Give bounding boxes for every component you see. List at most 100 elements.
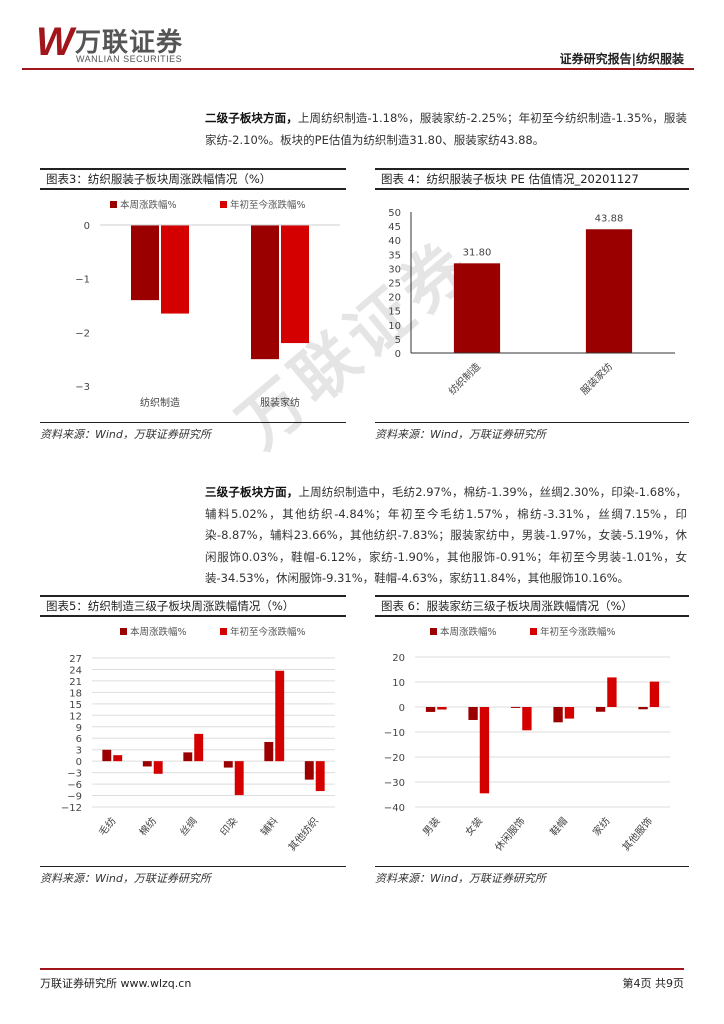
paragraph-tertiary-sectors: 三级子板块方面，上周纺织制造中，毛纺2.97%，棉纺-1.39%，丝绸2.30%… bbox=[205, 482, 687, 590]
bar-年初至今涨跌幅% bbox=[437, 707, 447, 710]
y-tick-label: 27 bbox=[69, 654, 82, 665]
bar-本周涨跌幅% bbox=[251, 225, 279, 360]
bar-value bbox=[453, 263, 501, 353]
x-tick-label: 休闲服饰 bbox=[492, 815, 528, 854]
legend-swatch bbox=[220, 628, 227, 635]
y-tick-label: −2 bbox=[75, 328, 90, 339]
bar-年初至今涨跌幅% bbox=[161, 225, 189, 314]
bar-年初至今涨跌幅% bbox=[153, 761, 163, 774]
chart4-title: 图表 4：纺织服装子板块 PE 估值情况_20201127 bbox=[375, 168, 689, 190]
footer-divider bbox=[40, 968, 684, 970]
legend-swatch bbox=[110, 201, 117, 208]
x-tick-label: 丝绸 bbox=[177, 815, 200, 839]
logo-mark: W bbox=[36, 20, 74, 64]
y-tick-label: 0 bbox=[395, 349, 401, 360]
y-tick-label: 9 bbox=[76, 723, 82, 734]
y-tick-label: −9 bbox=[67, 792, 82, 803]
y-tick-label: 40 bbox=[388, 236, 401, 247]
bar-本周涨跌幅% bbox=[264, 741, 274, 762]
bar-本周涨跌幅% bbox=[468, 707, 478, 720]
bar-本周涨跌幅% bbox=[183, 752, 193, 762]
header-divider bbox=[22, 68, 694, 70]
legend-swatch bbox=[430, 628, 437, 635]
divider bbox=[40, 422, 346, 423]
bar-本周涨跌幅% bbox=[553, 707, 563, 723]
bar-本周涨跌幅% bbox=[102, 749, 112, 762]
paragraph-lead: 三级子板块方面， bbox=[205, 485, 299, 499]
legend-label: 年初至今涨跌幅% bbox=[230, 626, 306, 638]
chart3-box: 图表3：纺织服装子板块周涨跌幅情况（%） 0 −1 −2 −3 纺织制造 服装家纺 本周涨跌… bbox=[40, 168, 346, 442]
chart4-source: 资料来源：Wind，万联证券研究所 bbox=[375, 428, 546, 441]
y-tick-label: 3 bbox=[76, 746, 82, 757]
paragraph-secondary-sectors: 二级子板块方面，上周纺织制造-1.18%，服装家纺-2.25%；年初至今纺织制造… bbox=[205, 108, 687, 151]
y-tick-label: −30 bbox=[384, 778, 405, 789]
chart5-box: 图表5：纺织制造三级子板块周涨跌幅情况（%） 27 24 21 18 15 12 9 6 3 0−… bbox=[40, 595, 346, 886]
bar-年初至今涨跌幅% bbox=[649, 681, 660, 707]
y-tick-label: 50 bbox=[388, 208, 401, 219]
y-tick-label: 5 bbox=[395, 335, 401, 346]
y-tick-label: 18 bbox=[69, 688, 82, 699]
x-tick-label: 家纺 bbox=[590, 815, 613, 839]
y-tick-label: −1 bbox=[75, 275, 90, 286]
y-tick-label: 10 bbox=[388, 321, 401, 332]
paragraph-lead: 二级子板块方面， bbox=[205, 111, 298, 125]
legend-label: 本周涨跌幅% bbox=[440, 626, 497, 638]
bar-本周涨跌幅% bbox=[223, 761, 233, 768]
y-tick-label: −3 bbox=[75, 382, 90, 393]
bar-本周涨跌幅% bbox=[638, 707, 648, 710]
data-label: 43.88 bbox=[595, 213, 624, 224]
legend-swatch bbox=[120, 628, 127, 635]
x-tick-label: 棉纺 bbox=[136, 815, 159, 839]
x-tick-label: 纺织制造 bbox=[140, 396, 180, 409]
legend-label: 本周涨跌幅% bbox=[120, 199, 177, 211]
x-tick-label: 其他纺织 bbox=[285, 815, 321, 854]
footer-website: 万联证券研究所 www.wlzq.cn bbox=[40, 977, 192, 990]
chart5-source: 资料来源：Wind，万联证券研究所 bbox=[40, 872, 211, 885]
chart6-box: 图表 6：服装家纺三级子板块周涨跌幅情况（%） 20 10 0 −10 −20 −30 −4… bbox=[375, 595, 689, 886]
x-tick-label: 女装 bbox=[462, 815, 485, 839]
y-tick-label: 21 bbox=[69, 677, 82, 688]
y-tick-label: 10 bbox=[392, 678, 405, 689]
y-tick-label: 0 bbox=[399, 703, 405, 714]
bar-年初至今涨跌幅% bbox=[564, 707, 575, 719]
x-tick-label: 印染 bbox=[217, 815, 240, 839]
y-tick-label: 30 bbox=[388, 264, 401, 275]
y-tick-label: 0 bbox=[76, 757, 82, 768]
bar-年初至今涨跌幅% bbox=[607, 677, 617, 707]
bar-本周涨跌幅% bbox=[131, 225, 159, 301]
bar-本周涨跌幅% bbox=[425, 707, 436, 712]
legend-swatch bbox=[220, 201, 227, 208]
y-tick-label: −3 bbox=[67, 769, 82, 780]
y-tick-label: 0 bbox=[84, 221, 90, 232]
paragraph-text: 上周纺织制造-1.18%，服装家纺-2.25%；年初至今纺织制造-1.35%，服… bbox=[205, 111, 688, 147]
y-tick-label: 15 bbox=[69, 700, 82, 711]
doc-type: 证券研究报告|纺织服装 bbox=[559, 52, 684, 66]
x-tick-label: 辅料 bbox=[258, 815, 281, 839]
bar-本周涨跌幅% bbox=[304, 761, 314, 780]
y-tick-label: 20 bbox=[392, 653, 405, 664]
bar-value bbox=[585, 229, 633, 353]
bar-本周涨跌幅% bbox=[142, 761, 152, 767]
bar-年初至今涨跌幅% bbox=[315, 761, 325, 792]
legend-label: 年初至今涨跌幅% bbox=[540, 626, 616, 638]
y-tick-label: 35 bbox=[388, 250, 401, 261]
chart6-plot: 20 10 0 −10 −20 −30 −40 男装 女装 休闲服饰 鞋帽 家纺 其他服饰 本周涨跌幅% 年… bbox=[384, 626, 670, 854]
divider bbox=[375, 422, 689, 423]
logo-english: WANLIAN SECURITIES bbox=[76, 54, 183, 64]
bar-年初至今涨跌幅% bbox=[234, 761, 244, 796]
bar-年初至今涨跌幅% bbox=[281, 225, 309, 344]
y-tick-label: −20 bbox=[384, 753, 405, 764]
legend-label: 本周涨跌幅% bbox=[130, 626, 187, 638]
logo-name: 万联证券 bbox=[75, 28, 184, 58]
y-tick-label: 25 bbox=[388, 279, 401, 290]
x-tick-label: 服装家纺 bbox=[578, 360, 615, 397]
x-tick-label: 服装家纺 bbox=[260, 396, 300, 409]
x-tick-label: 鞋帽 bbox=[547, 815, 570, 839]
y-tick-label: 45 bbox=[388, 222, 401, 233]
y-tick-label: −40 bbox=[384, 803, 405, 814]
bar-本周涨跌幅% bbox=[595, 707, 606, 712]
x-tick-label: 男装 bbox=[420, 815, 443, 839]
chart3-plot: 0 −1 −2 −3 纺织制造 服装家纺 本周涨跌幅% 年初至今涨跌幅% bbox=[75, 199, 340, 409]
y-tick-label: −6 bbox=[67, 780, 82, 791]
